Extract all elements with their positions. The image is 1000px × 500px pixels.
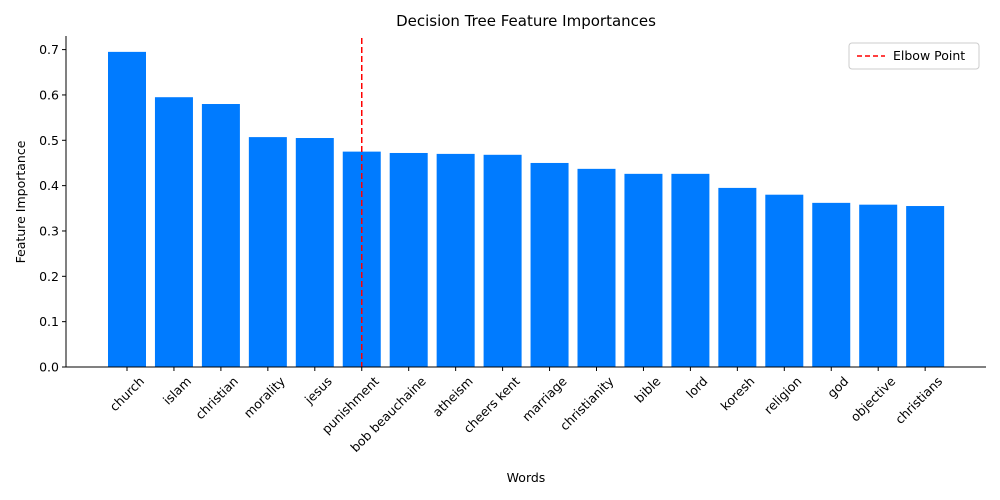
bar-church: [108, 51, 146, 368]
y-axis-title: Feature Importance: [13, 140, 28, 263]
chart-title: Decision Tree Feature Importances: [396, 12, 656, 30]
x-tick-label: jesus: [301, 374, 335, 408]
bar-atheism: [436, 153, 475, 367]
y-tick-label: 0.1: [39, 314, 59, 329]
legend-label-elbow: Elbow Point: [893, 48, 965, 63]
y-tick-label: 0.0: [39, 360, 59, 375]
x-tick-label: religion: [761, 374, 804, 417]
bar-religion: [765, 194, 804, 367]
bar-objective: [859, 204, 898, 367]
y-tick-label: 0.6: [39, 87, 59, 102]
bar-bible: [624, 173, 663, 367]
bar-bob-beauchaine: [389, 152, 428, 367]
y-tick-label: 0.5: [39, 133, 59, 148]
y-tick-label: 0.4: [39, 178, 59, 193]
bar-christians: [906, 206, 945, 367]
bar-lord: [671, 173, 710, 367]
x-tick-label: atheism: [430, 374, 476, 420]
x-tick-label: objective: [847, 373, 898, 424]
bars-group: [108, 51, 945, 368]
bar-morality: [248, 137, 287, 367]
x-tick-label: islam: [160, 374, 194, 408]
x-tick-label: god: [824, 374, 851, 401]
bar-god: [812, 202, 851, 367]
x-tick-label: christian: [192, 374, 241, 423]
legend-frame: [848, 42, 980, 70]
bar-jesus: [295, 138, 334, 367]
y-tick-label: 0.2: [39, 269, 59, 284]
x-axis-title: Words: [507, 470, 546, 485]
bar-islam: [154, 97, 193, 368]
bar-christianity: [577, 168, 616, 367]
x-tick-label: lord: [683, 374, 711, 402]
axes-group: [65, 36, 986, 368]
bar-cheers-kent: [483, 154, 522, 367]
x-tick-label: morality: [241, 373, 289, 421]
x-tick-label: christians: [892, 374, 945, 427]
bar-marriage: [530, 162, 569, 367]
legend: Elbow Point: [848, 42, 980, 70]
y-tick-label: 0.7: [39, 42, 59, 57]
y-ticks-group: 0.0 0.1 0.2 0.3 0.4 0.5 0.6 0.7: [39, 42, 66, 375]
bar-koresh: [718, 187, 757, 367]
x-tick-label: koresh: [718, 374, 758, 414]
x-tick-label: bible: [631, 373, 663, 405]
x-tick-label: church: [107, 374, 148, 415]
y-tick-label: 0.3: [39, 223, 59, 238]
bar-christian: [201, 104, 240, 367]
